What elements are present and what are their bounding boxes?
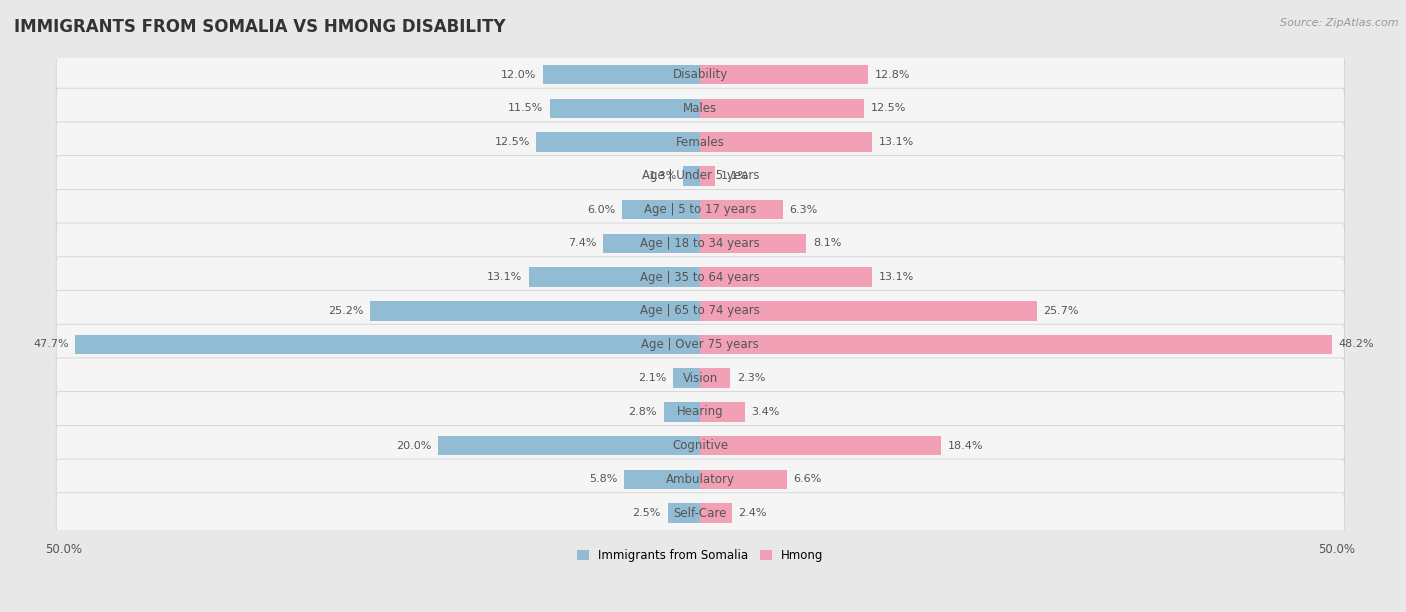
FancyBboxPatch shape	[56, 324, 1344, 365]
Text: 3.4%: 3.4%	[751, 407, 780, 417]
Bar	[700, 402, 745, 422]
Text: 7.4%: 7.4%	[568, 238, 596, 248]
Text: 13.1%: 13.1%	[486, 272, 522, 282]
FancyBboxPatch shape	[56, 223, 1344, 264]
Bar	[700, 436, 942, 455]
Bar	[370, 301, 700, 321]
Bar	[683, 166, 700, 185]
Bar	[75, 335, 700, 354]
FancyBboxPatch shape	[56, 291, 1344, 331]
Text: 50.0%: 50.0%	[1319, 543, 1355, 556]
Text: 11.5%: 11.5%	[508, 103, 543, 113]
Text: 2.8%: 2.8%	[628, 407, 657, 417]
Text: 18.4%: 18.4%	[948, 441, 983, 450]
Text: 12.5%: 12.5%	[495, 137, 530, 147]
Text: 12.5%: 12.5%	[870, 103, 905, 113]
Text: Females: Females	[676, 136, 724, 149]
Bar	[700, 301, 1038, 321]
Text: 2.1%: 2.1%	[638, 373, 666, 383]
FancyBboxPatch shape	[56, 155, 1344, 196]
Text: 2.4%: 2.4%	[738, 508, 766, 518]
Text: 6.6%: 6.6%	[793, 474, 821, 484]
Text: Cognitive: Cognitive	[672, 439, 728, 452]
FancyBboxPatch shape	[56, 459, 1344, 499]
Text: 1.1%: 1.1%	[721, 171, 749, 181]
Text: Age | Under 5 years: Age | Under 5 years	[641, 170, 759, 182]
Bar	[700, 267, 872, 287]
FancyBboxPatch shape	[56, 493, 1344, 533]
Bar	[624, 469, 700, 489]
Bar	[668, 503, 700, 523]
Bar	[550, 99, 700, 118]
Text: 50.0%: 50.0%	[45, 543, 82, 556]
Text: Hearing: Hearing	[676, 405, 724, 419]
FancyBboxPatch shape	[56, 392, 1344, 432]
Text: 12.8%: 12.8%	[875, 70, 910, 80]
Bar	[672, 368, 700, 388]
Bar	[700, 99, 865, 118]
Text: 6.3%: 6.3%	[789, 204, 818, 215]
Bar	[700, 200, 783, 219]
Bar	[700, 166, 714, 185]
Text: Self-Care: Self-Care	[673, 507, 727, 520]
Bar	[543, 65, 700, 84]
Text: Age | 18 to 34 years: Age | 18 to 34 years	[640, 237, 761, 250]
Bar	[700, 335, 1331, 354]
Text: 20.0%: 20.0%	[396, 441, 432, 450]
Text: Disability: Disability	[672, 68, 728, 81]
Legend: Immigrants from Somalia, Hmong: Immigrants from Somalia, Hmong	[572, 544, 828, 567]
Bar	[439, 436, 700, 455]
Bar	[700, 234, 807, 253]
Text: 8.1%: 8.1%	[813, 238, 841, 248]
Text: Age | 35 to 64 years: Age | 35 to 64 years	[640, 271, 761, 283]
Text: Age | 65 to 74 years: Age | 65 to 74 years	[640, 304, 761, 317]
Text: 12.0%: 12.0%	[501, 70, 537, 80]
FancyBboxPatch shape	[56, 54, 1344, 95]
Text: 6.0%: 6.0%	[586, 204, 614, 215]
FancyBboxPatch shape	[56, 122, 1344, 162]
FancyBboxPatch shape	[56, 189, 1344, 230]
Text: 2.5%: 2.5%	[633, 508, 661, 518]
Text: 25.2%: 25.2%	[328, 306, 364, 316]
Text: 2.3%: 2.3%	[737, 373, 765, 383]
Text: Age | Over 75 years: Age | Over 75 years	[641, 338, 759, 351]
Text: Males: Males	[683, 102, 717, 115]
Text: 47.7%: 47.7%	[32, 340, 69, 349]
Bar	[537, 132, 700, 152]
Text: Vision: Vision	[683, 371, 718, 385]
Bar	[664, 402, 700, 422]
Bar	[529, 267, 700, 287]
Text: Age | 5 to 17 years: Age | 5 to 17 years	[644, 203, 756, 216]
Text: 13.1%: 13.1%	[879, 137, 914, 147]
Bar	[700, 132, 872, 152]
Text: 1.3%: 1.3%	[648, 171, 676, 181]
Bar	[700, 65, 868, 84]
Text: Source: ZipAtlas.com: Source: ZipAtlas.com	[1281, 18, 1399, 28]
Text: IMMIGRANTS FROM SOMALIA VS HMONG DISABILITY: IMMIGRANTS FROM SOMALIA VS HMONG DISABIL…	[14, 18, 506, 36]
Bar	[700, 368, 730, 388]
Text: 48.2%: 48.2%	[1339, 340, 1374, 349]
Text: 25.7%: 25.7%	[1043, 306, 1078, 316]
Bar	[700, 503, 731, 523]
FancyBboxPatch shape	[56, 425, 1344, 466]
Text: Ambulatory: Ambulatory	[666, 473, 735, 486]
FancyBboxPatch shape	[56, 88, 1344, 129]
FancyBboxPatch shape	[56, 358, 1344, 398]
Bar	[621, 200, 700, 219]
Text: 13.1%: 13.1%	[879, 272, 914, 282]
Text: 5.8%: 5.8%	[589, 474, 617, 484]
Bar	[603, 234, 700, 253]
Bar	[700, 469, 787, 489]
FancyBboxPatch shape	[56, 257, 1344, 297]
